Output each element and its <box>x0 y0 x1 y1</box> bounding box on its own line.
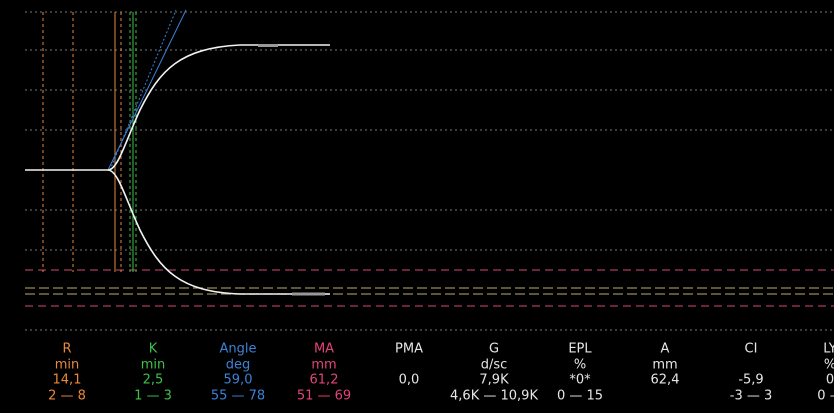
parameter-label: A <box>661 342 670 357</box>
parameter-value: 59,0 <box>224 373 253 388</box>
parameter-label: PMA <box>395 342 423 357</box>
ma-limits <box>25 269 834 307</box>
parameter-value: 2,5 <box>143 373 164 388</box>
parameter-value: 14,1 <box>53 373 82 388</box>
parameter-label: MA <box>314 342 334 357</box>
parameter-range: 4,6K — 10,9K <box>450 389 538 404</box>
trace-highlight <box>258 44 325 296</box>
parameter-value: *0* <box>569 373 591 388</box>
parameter-label: EPL <box>568 342 592 357</box>
trace <box>25 44 330 295</box>
k-markers <box>129 12 137 272</box>
parameter-value: 7,9K <box>479 373 509 388</box>
parameter-range: 0 — <box>817 389 834 404</box>
parameter-range: 0 — 15 <box>557 389 603 404</box>
parameter-range: 51 — 69 <box>297 389 351 404</box>
parameter-label: LY <box>823 342 834 357</box>
parameter-range: 55 — 78 <box>211 389 265 404</box>
angle-lines <box>107 9 187 171</box>
parameter-range: 1 — 3 <box>134 389 172 404</box>
parameter-unit: mm <box>652 358 677 373</box>
parameter-label: CI <box>745 342 758 357</box>
parameter-unit: min <box>55 358 80 373</box>
parameter-unit: deg <box>226 358 251 373</box>
r-markers <box>42 12 122 272</box>
parameter-value: 0,0 <box>399 373 420 388</box>
parameter-label: K <box>149 342 158 357</box>
parameter-range: -3 — 3 <box>730 389 773 404</box>
parameter-unit: % <box>824 358 834 373</box>
parameter-unit: mm <box>311 358 336 373</box>
parameter-value: 0 <box>826 373 834 388</box>
parameter-unit: min <box>141 358 166 373</box>
parameter-value: 61,2 <box>310 373 339 388</box>
parameter-unit: d/sc <box>481 358 508 373</box>
baseline-bands <box>25 287 834 295</box>
parameter-label: Angle <box>220 342 257 357</box>
parameter-label: R <box>62 342 71 357</box>
grid <box>25 11 834 331</box>
parameter-value: -5,9 <box>738 373 763 388</box>
parameter-unit: % <box>574 358 586 373</box>
parameter-value: 62,4 <box>651 373 680 388</box>
parameter-label: G <box>489 342 499 357</box>
parameter-range: 2 — 8 <box>48 389 86 404</box>
